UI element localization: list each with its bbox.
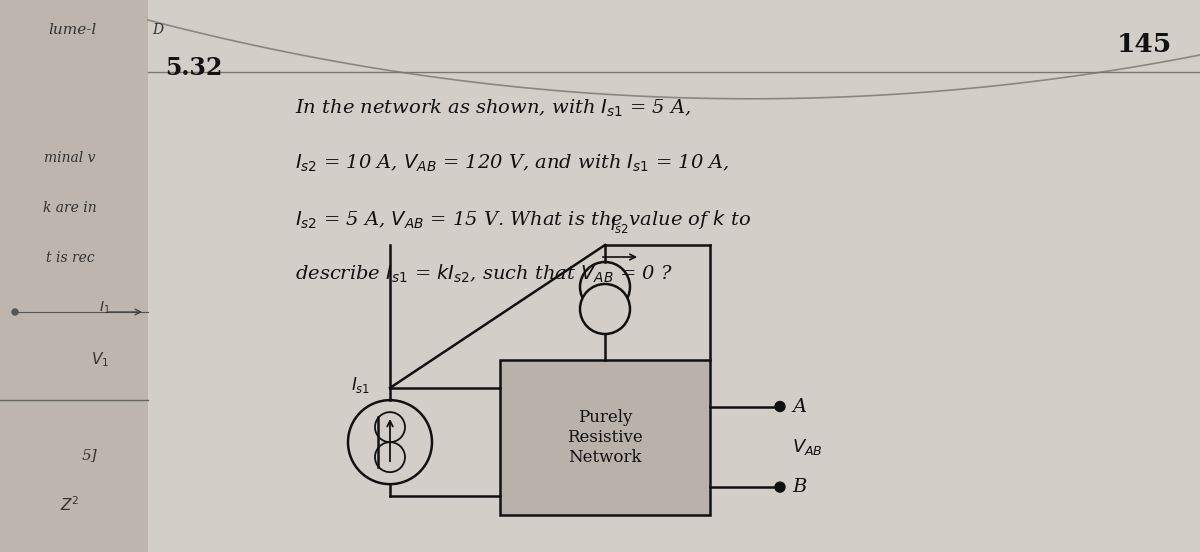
Circle shape [775, 401, 785, 411]
Text: lume-l: lume-l [48, 23, 96, 37]
Text: 5.32: 5.32 [166, 56, 222, 80]
Circle shape [348, 400, 432, 484]
Circle shape [580, 262, 630, 312]
Text: Purely
Resistive
Network: Purely Resistive Network [568, 410, 643, 465]
Text: A: A [792, 397, 806, 416]
Circle shape [580, 284, 630, 334]
Text: B: B [792, 478, 806, 496]
Text: $I_{s2}$: $I_{s2}$ [610, 215, 629, 235]
Text: $I_{s1}$: $I_{s1}$ [350, 375, 370, 395]
Text: In the network as shown, with $I_{s1}$ = 5 A,: In the network as shown, with $I_{s1}$ =… [295, 98, 691, 119]
Text: t is rec: t is rec [46, 251, 95, 265]
Circle shape [12, 309, 18, 315]
Circle shape [775, 482, 785, 492]
Text: minal v: minal v [44, 151, 96, 165]
Text: $V_{AB}$: $V_{AB}$ [792, 437, 823, 457]
Text: $V_1$: $V_1$ [91, 351, 109, 369]
Text: $Z^2$: $Z^2$ [60, 496, 80, 514]
Text: D: D [152, 23, 163, 37]
Text: $I_1$: $I_1$ [98, 300, 110, 316]
Text: describe $I_{s1}$ = $kI_{s2}$, such that $V_{AB}$ = 0 ?: describe $I_{s1}$ = $kI_{s2}$, such that… [295, 263, 673, 285]
Text: k are in: k are in [43, 201, 97, 215]
Text: 5]: 5] [82, 448, 98, 462]
Text: $I_{s2}$ = 5 A, $V_{AB}$ = 15 V. What is the value of $k$ to: $I_{s2}$ = 5 A, $V_{AB}$ = 15 V. What is… [295, 208, 751, 231]
Text: 145: 145 [1117, 33, 1172, 57]
Bar [500, 360, 710, 515]
Bar [148, 0, 1200, 552]
Text: $I_{s2}$ = 10 A, $V_{AB}$ = 120 V, and with $I_{s1}$ = 10 A,: $I_{s2}$ = 10 A, $V_{AB}$ = 120 V, and w… [295, 153, 730, 174]
Bar [0, 0, 148, 552]
